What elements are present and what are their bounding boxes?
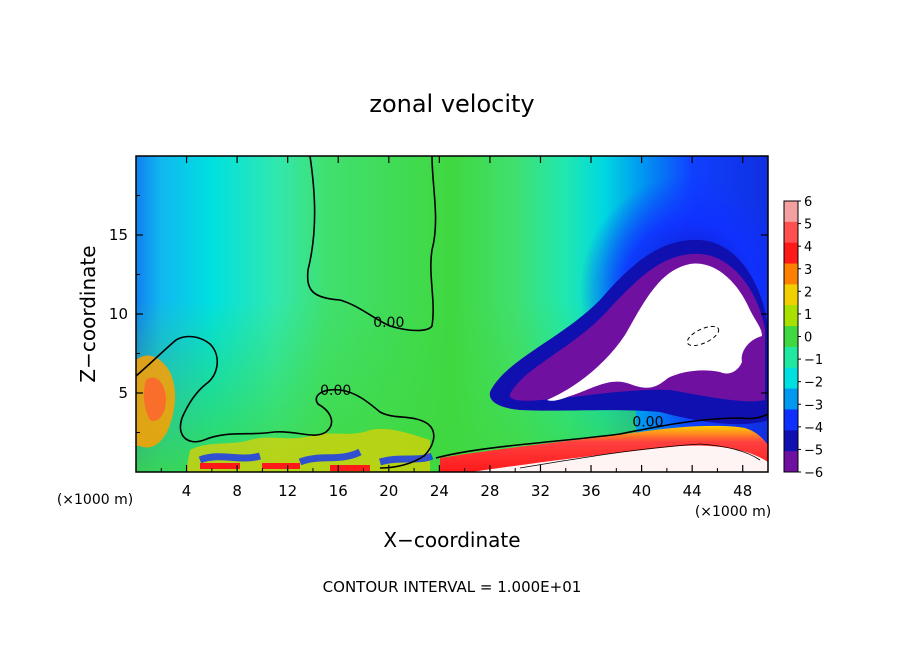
zero-contour-left <box>136 335 435 469</box>
x-axis-unit: (×1000 m) <box>695 504 771 520</box>
x-tick-label: 44 <box>683 482 702 500</box>
y-axis-unit: (×1000 m) <box>57 492 133 508</box>
colorbar-swatch <box>784 201 798 223</box>
colorbar-swatch <box>784 242 798 265</box>
colorbar-swatch <box>784 388 798 410</box>
x-tick-label: 24 <box>430 482 449 500</box>
x-tick-label: 28 <box>480 482 499 500</box>
colorbar-label: 5 <box>804 218 812 233</box>
contour-interval-note: CONTOUR INTERVAL = 1.000E+01 <box>323 578 582 596</box>
colorbar-swatch <box>784 430 798 452</box>
colorbar-label: −4 <box>804 421 823 436</box>
chart-title: zonal velocity <box>369 90 534 118</box>
y-tick-label: 10 <box>109 305 128 323</box>
thin-contour-jet <box>519 443 761 469</box>
surface-jet-core <box>470 445 768 472</box>
colorbar-label: 6 <box>804 195 812 210</box>
colorbar-swatch <box>784 451 798 473</box>
colorbar-swatch <box>784 263 798 285</box>
colorbar-label: −5 <box>804 443 823 458</box>
contour-label: 0.00 <box>373 315 404 331</box>
colorbar-label: 1 <box>804 308 812 323</box>
y-axis-label: Z−coordinate <box>76 245 100 382</box>
zero-contour-lower <box>435 413 768 459</box>
colorbar-label: 3 <box>804 263 812 278</box>
colorbar-label: −6 <box>804 466 823 481</box>
red-surface-patches <box>200 463 370 471</box>
contour-labels: 0.00 0.00 0.00 <box>320 315 663 431</box>
contour-label: 0.00 <box>632 414 663 430</box>
lower-left-core <box>143 377 166 421</box>
velocity-field <box>136 156 768 472</box>
x-tick-label: 48 <box>733 482 752 500</box>
x-axis-label: X−coordinate <box>383 528 520 552</box>
zero-contour-upper <box>306 156 437 332</box>
x-tick-label: 40 <box>632 482 651 500</box>
colorbar-label: 2 <box>804 285 812 300</box>
blue-eddies <box>198 448 434 466</box>
colorbar-swatch <box>784 221 798 244</box>
colorbar-swatch <box>784 284 798 306</box>
colorbar-label: −1 <box>804 353 823 368</box>
x-tick-label: 20 <box>379 482 398 500</box>
colorbar: 6 5 4 3 2 1 0 −1 −2 −3 −4 −5 −6 <box>783 195 823 481</box>
colorbar-swatch <box>784 346 798 369</box>
core-dashed-contour <box>686 325 720 347</box>
colorbar-label: −2 <box>804 376 823 391</box>
core-white <box>547 263 762 401</box>
y-tick-label: 5 <box>118 384 128 402</box>
x-axis-ticks: 4 8 12 16 20 24 28 32 36 40 44 48 <box>160 156 752 500</box>
x-tick-label: 16 <box>329 482 348 500</box>
x-tick-label: 32 <box>531 482 550 500</box>
y-axis-ticks: 5 10 15 <box>109 195 768 433</box>
colorbar-label: −3 <box>804 398 823 413</box>
x-tick-label: 4 <box>182 482 192 500</box>
colorbar-label: 0 <box>804 331 812 346</box>
colorbar-swatch <box>784 409 798 431</box>
x-tick-label: 12 <box>278 482 297 500</box>
colorbar-label: 4 <box>804 240 812 255</box>
contour-label: 0.00 <box>320 383 351 399</box>
colorbar-swatch <box>784 305 798 327</box>
x-tick-label: 36 <box>581 482 600 500</box>
colorbar-swatch <box>784 326 798 348</box>
colorbar-swatch <box>784 367 798 390</box>
x-tick-label: 8 <box>232 482 242 500</box>
y-tick-label: 15 <box>109 226 128 244</box>
